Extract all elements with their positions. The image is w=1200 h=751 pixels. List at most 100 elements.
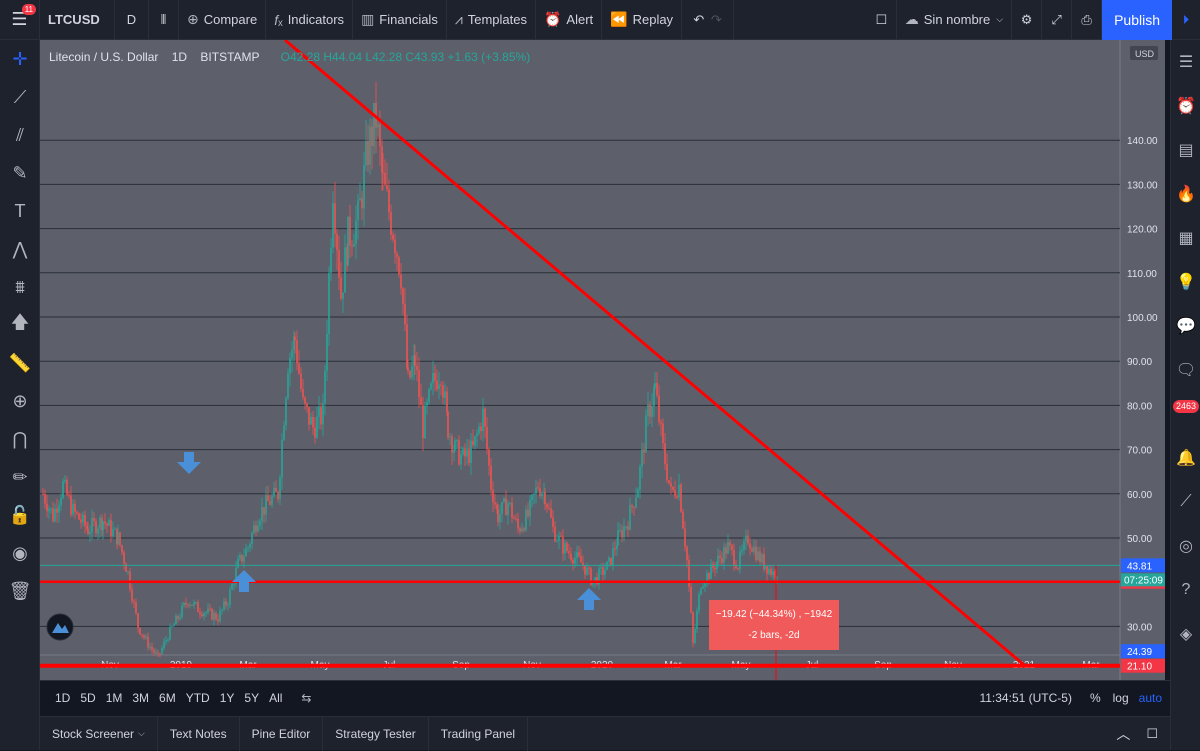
eye-icon[interactable]: ◉ (12, 542, 28, 563)
prediction-icon[interactable]: ⩩ (15, 276, 25, 297)
alarm-clock-icon[interactable]: ⏰ (1176, 98, 1196, 115)
magnet-icon[interactable]: ⋂ (12, 428, 28, 449)
trash-icon[interactable]: 🗑 (8, 580, 32, 601)
replay-button[interactable]: ⏪ Replay (602, 0, 683, 40)
price-tick-label: 100.00 (1127, 313, 1158, 324)
hotlist-icon[interactable]: 🔥 (1176, 186, 1196, 203)
candle-body (93, 518, 95, 522)
candle-body (409, 370, 411, 378)
trending-icon[interactable]: ⟋ (1180, 493, 1192, 510)
tab-stock-screener[interactable]: Stock Screener ⌵ (40, 716, 158, 751)
compare-button[interactable]: ⊕ Compare (179, 0, 267, 40)
publish-button[interactable]: Publish (1102, 0, 1172, 40)
candle-body (235, 567, 237, 584)
candle-body (749, 543, 751, 549)
interval-button[interactable]: D (115, 0, 149, 40)
publish-play-button[interactable]: ⏵ (1172, 0, 1200, 40)
chart-canvas[interactable]: 140.00 130.00 120.00 110.00 100.00 90.00 80.00… (40, 40, 1165, 680)
maximize-icon[interactable]: ☐ (1146, 725, 1158, 741)
log-toggle[interactable]: log (1112, 690, 1129, 705)
arrow-up-icon[interactable]: 🡅 (10, 312, 30, 332)
candle-body (436, 380, 438, 390)
watchlist-icon[interactable]: ☰ (1178, 54, 1194, 71)
lock-drawing-icon[interactable]: ✏ (12, 466, 28, 487)
layers-icon[interactable]: ◈ (1179, 626, 1193, 643)
redo-icon[interactable]: ↷ (710, 11, 722, 27)
help-icon[interactable]: ? (1181, 581, 1191, 598)
chart-pane[interactable]: 140.00 130.00 120.00 110.00 100.00 90.00 80.00… (40, 40, 1165, 680)
tab-strategy-tester[interactable]: Strategy Tester (323, 716, 429, 751)
candle-body (676, 496, 678, 498)
candle-body (533, 493, 535, 496)
indicators-button[interactable]: fₓ Indicators (266, 0, 354, 40)
chevron-up-icon[interactable]: ︿ (1116, 725, 1131, 742)
candle-body (308, 407, 310, 425)
range-1y[interactable]: 1Y (219, 690, 235, 705)
brush-icon[interactable]: ✎ (12, 162, 28, 183)
menu-button[interactable]: ☰ 11 (0, 0, 40, 40)
financials-button[interactable]: ▥ Financials (353, 0, 447, 40)
symbol-search[interactable]: LTCUSD (40, 0, 115, 40)
percent-toggle[interactable]: % (1089, 690, 1101, 705)
alert-button[interactable]: ⏰ Alert (536, 0, 603, 40)
trend-line[interactable] (284, 40, 1026, 667)
candle-body (363, 165, 365, 209)
price-tick-label: 130.00 (1127, 180, 1158, 191)
calendar-icon[interactable]: ▦ (1178, 230, 1194, 247)
candle-body (359, 198, 361, 201)
clock-readout[interactable]: 11:34:51 (UTC-5) (979, 690, 1072, 705)
top-toolbar: ☰ 11 LTCUSD D ⫴ ⊕ Compare fₓ Indicators … (0, 0, 1200, 40)
candle-body (334, 203, 336, 234)
templates-button[interactable]: ⩘ Templates (447, 0, 536, 40)
range-5y[interactable]: 5Y (244, 690, 260, 705)
arrow-up-icon[interactable] (577, 588, 601, 610)
fullscreen-select-button[interactable]: ☐ (867, 0, 897, 40)
tab-trading-panel[interactable]: Trading Panel (429, 716, 529, 751)
range-3m[interactable]: 3M (132, 690, 150, 705)
candle-body (361, 198, 363, 209)
broadcast-icon[interactable]: ◎ (1179, 538, 1193, 555)
range-5d[interactable]: 5D (80, 690, 96, 705)
notifications-icon[interactable]: 🔔 (1176, 450, 1196, 467)
undo-icon[interactable]: ↶ (693, 11, 705, 27)
data-window-icon[interactable]: ▤ (1178, 142, 1194, 159)
settings-button[interactable]: ⚙ (1012, 0, 1043, 40)
streams-icon[interactable]: 2463 (1171, 392, 1200, 436)
range-1m[interactable]: 1M (105, 690, 123, 705)
chat-icon[interactable]: 💬 (1176, 318, 1196, 335)
range-1d[interactable]: 1D (55, 690, 71, 705)
arrow-up-icon[interactable] (232, 570, 256, 592)
snapshot-button[interactable]: ⎙ (1072, 0, 1103, 40)
measure-box[interactable] (709, 600, 839, 650)
candle-body (418, 370, 420, 398)
pattern-icon[interactable]: ⋀ (12, 238, 28, 259)
trend-line-icon[interactable]: ⟋ (13, 86, 27, 107)
candle-body (531, 495, 533, 500)
tab-pine-editor[interactable]: Pine Editor (240, 716, 324, 751)
tab-text-notes[interactable]: Text Notes (158, 716, 240, 751)
candle-body (68, 494, 70, 496)
chats-icon[interactable]: 🗨 (1175, 362, 1197, 379)
currency-label: USD (1135, 49, 1155, 59)
date-range-icon[interactable]: ⇆ (301, 690, 312, 705)
arrow-down-icon[interactable] (177, 452, 201, 474)
candle-body (233, 583, 235, 585)
crosshair-icon[interactable]: ✛ (12, 48, 28, 69)
auto-toggle[interactable]: auto (1138, 690, 1162, 705)
zoom-in-icon[interactable]: ⊕ (12, 390, 28, 411)
layout-name-button[interactable]: ☁ Sin nombre ⌵ (897, 0, 1013, 40)
text-icon[interactable]: T (14, 200, 26, 221)
candle-body (774, 571, 776, 578)
ruler-icon[interactable]: 📏 (8, 352, 32, 373)
candle-body (82, 514, 84, 523)
fib-icon[interactable]: ⫽ (15, 124, 25, 145)
range-all[interactable]: All (269, 690, 283, 705)
chart-type-button[interactable]: ⫴ (149, 0, 179, 40)
candle-body (388, 189, 390, 213)
fullscreen-button[interactable]: ⤢ (1042, 0, 1073, 40)
ideas-icon[interactable]: 💡 (1176, 274, 1196, 291)
range-ytd[interactable]: YTD (185, 690, 210, 705)
legend-ohlc: O42.28 H44.04 L42.28 C43.93 +1.63 (+3.85… (280, 50, 531, 64)
lock-icon[interactable]: 🔓 (8, 504, 32, 525)
range-6m[interactable]: 6M (159, 690, 176, 705)
